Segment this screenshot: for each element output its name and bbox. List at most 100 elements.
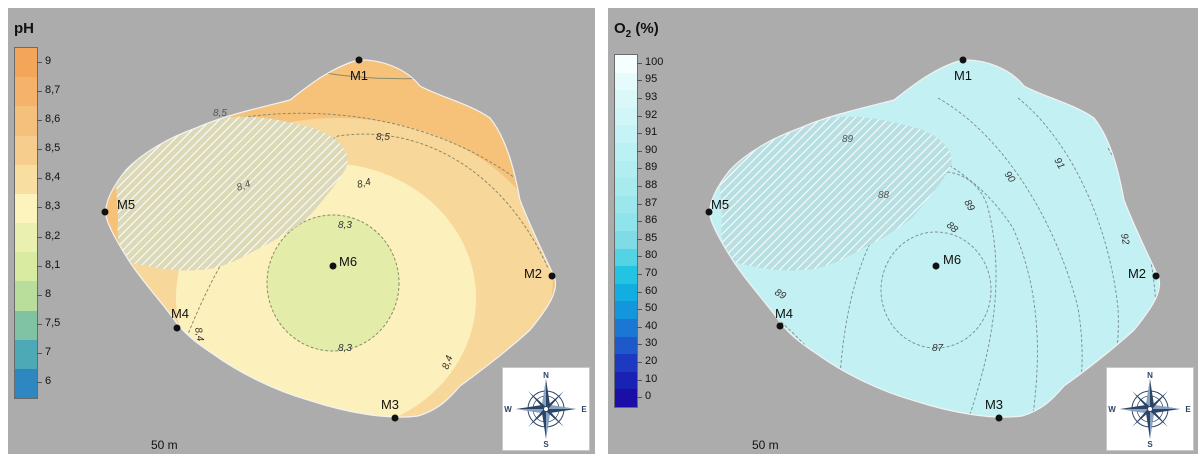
o2-contour-label: 89 bbox=[842, 134, 854, 145]
ph-contour-8-4 bbox=[157, 133, 549, 418]
o2-legend-swatch bbox=[615, 248, 637, 267]
o2-contour-label: 92 bbox=[1118, 233, 1131, 246]
o2-station-m2-marker bbox=[1152, 272, 1160, 280]
ph-legend-swatch bbox=[15, 281, 37, 311]
ph-station-m5-marker bbox=[101, 208, 109, 216]
ph-legend-swatch bbox=[15, 77, 37, 107]
o2-legend-tick-label: 92 bbox=[645, 109, 658, 121]
o2-legend-swatch bbox=[615, 160, 637, 179]
o2-contour-87 bbox=[880, 231, 992, 349]
o2-legend-tick-label: 87 bbox=[645, 197, 658, 209]
o2-legend-swatch bbox=[615, 336, 637, 355]
o2-legend-tick-label: 60 bbox=[645, 285, 658, 297]
compass-w: W bbox=[1108, 405, 1116, 414]
o2-legend-tick-mark bbox=[637, 221, 642, 222]
o2-legend-tick-label: 85 bbox=[645, 232, 658, 244]
ph-contour-label: 8,4 bbox=[440, 354, 455, 371]
ph-legend-tick-label: 8 bbox=[45, 288, 52, 300]
ph-legend-tick-label: 8,6 bbox=[45, 113, 61, 125]
o2-legend-swatch bbox=[615, 213, 637, 231]
o2-legend-tick-mark bbox=[637, 116, 642, 117]
compass-w: W bbox=[504, 405, 512, 414]
o2-compass-rose: N S E W bbox=[1106, 367, 1194, 451]
compass-n: N bbox=[1147, 371, 1153, 380]
ph-legend-swatch bbox=[15, 193, 37, 224]
ph-contour-label: 8,5 bbox=[213, 108, 227, 119]
o2-legend-tick-mark bbox=[637, 80, 642, 81]
o2-legend-swatch bbox=[615, 178, 637, 196]
o2-station-m3-label: M3 bbox=[985, 397, 1003, 412]
o2-legend-swatch bbox=[615, 301, 637, 319]
ph-legend-tick-mark bbox=[37, 91, 42, 92]
o2-hatched-area bbox=[720, 116, 952, 271]
ph-legend-swatch bbox=[15, 252, 37, 282]
o2-station-m1-marker bbox=[959, 56, 967, 64]
compass-e: E bbox=[1185, 405, 1191, 414]
o2-legend-tick-mark bbox=[637, 186, 642, 187]
compass-icon: N S E W bbox=[504, 371, 587, 449]
ph-station-m1-label: M1 bbox=[350, 68, 368, 83]
ph-legend-tick-label: 8,1 bbox=[45, 259, 61, 271]
ph-station-m5-label: M5 bbox=[117, 197, 135, 212]
o2-contour-label: 91 bbox=[1051, 156, 1066, 171]
o2-legend-tick-label: 10 bbox=[645, 373, 658, 385]
ph-station-m4-label: M4 bbox=[171, 306, 189, 321]
ph-station-m6-marker bbox=[329, 262, 337, 270]
o2-legend-tick-label: 88 bbox=[645, 179, 658, 191]
o2-station-m4-label: M4 bbox=[775, 306, 793, 321]
ph-legend-title: pH bbox=[14, 20, 34, 37]
ph-legend-swatch bbox=[15, 164, 37, 194]
o2-legend-tick-label: 89 bbox=[645, 161, 658, 173]
o2-station-m5-label: M5 bbox=[711, 197, 729, 212]
ph-zone-8-3 bbox=[267, 215, 399, 351]
o2-map-svg: 89 88 90 91 89 88 92 89 87 M1 M2 M3 M4 M… bbox=[705, 56, 1161, 422]
o2-legend-tick-mark bbox=[637, 63, 642, 64]
o2-legend-tick-mark bbox=[637, 239, 642, 240]
ph-station-m2-marker bbox=[548, 272, 556, 280]
o2-legend-swatch bbox=[615, 107, 637, 126]
o2-contour-88 bbox=[837, 171, 997, 418]
o2-legend-tick-label: 93 bbox=[645, 91, 658, 103]
o2-station-m2-label: M2 bbox=[1128, 266, 1146, 281]
o2-legend-tick-mark bbox=[637, 133, 642, 134]
o2-legend-swatch bbox=[615, 142, 637, 161]
ph-legend-tick-mark bbox=[37, 237, 42, 238]
o2-station-m3-marker bbox=[995, 414, 1003, 422]
o2-legend-tick-label: 90 bbox=[645, 144, 658, 156]
ph-legend-swatch bbox=[15, 339, 37, 369]
o2-legend-colorbar bbox=[614, 54, 638, 408]
ph-legend-tick-label: 8,3 bbox=[45, 200, 61, 212]
o2-legend-tick-mark bbox=[637, 327, 642, 328]
o2-legend-swatch bbox=[615, 389, 637, 407]
ph-contour-label: 8,4 bbox=[235, 179, 252, 194]
o2-legend-tick-mark bbox=[637, 309, 642, 310]
ph-station-m2-label: M2 bbox=[524, 266, 542, 281]
ph-legend-tick-label: 8,4 bbox=[45, 171, 61, 183]
o2-legend-tick-label: 100 bbox=[645, 56, 664, 68]
compass-icon: N S E W bbox=[1108, 371, 1191, 449]
o2-legend-swatch bbox=[615, 318, 637, 337]
o2-station-m6-marker bbox=[932, 262, 940, 270]
o2-legend-swatch bbox=[615, 195, 637, 214]
o2-legend-tick-label: 20 bbox=[645, 355, 658, 367]
ph-legend-tick-label: 9 bbox=[45, 55, 52, 67]
o2-legend-title-main: O bbox=[614, 20, 626, 37]
o2-legend-tick-label: 80 bbox=[645, 249, 658, 261]
o2-legend-tick-mark bbox=[637, 256, 642, 257]
o2-legend-title: O2 (%) bbox=[614, 20, 659, 40]
ph-legend-tick-label: 8,5 bbox=[45, 142, 61, 154]
ph-contour-8-5 bbox=[237, 112, 529, 189]
o2-contour-label: 89 bbox=[961, 198, 976, 214]
compass-e: E bbox=[581, 405, 587, 414]
ph-station-m6-label: M6 bbox=[339, 254, 357, 269]
ph-scale-label: 50 m bbox=[151, 438, 178, 452]
o2-contour-label: 89 bbox=[773, 287, 789, 302]
o2-legend-swatch bbox=[615, 72, 637, 91]
ph-legend-tick-mark bbox=[37, 149, 42, 150]
ph-legend-tick-label: 7,5 bbox=[45, 317, 61, 329]
o2-legend-tick-label: 50 bbox=[645, 302, 658, 314]
ph-map-panel: 8,5 8,5 8,4 8,4 8,3 8,3 8,4 8,4 M1 M2 M3… bbox=[8, 8, 595, 454]
o2-contour-label: 87 bbox=[932, 343, 944, 354]
o2-legend-tick-mark bbox=[637, 397, 642, 398]
ph-lake-outline bbox=[105, 59, 557, 418]
